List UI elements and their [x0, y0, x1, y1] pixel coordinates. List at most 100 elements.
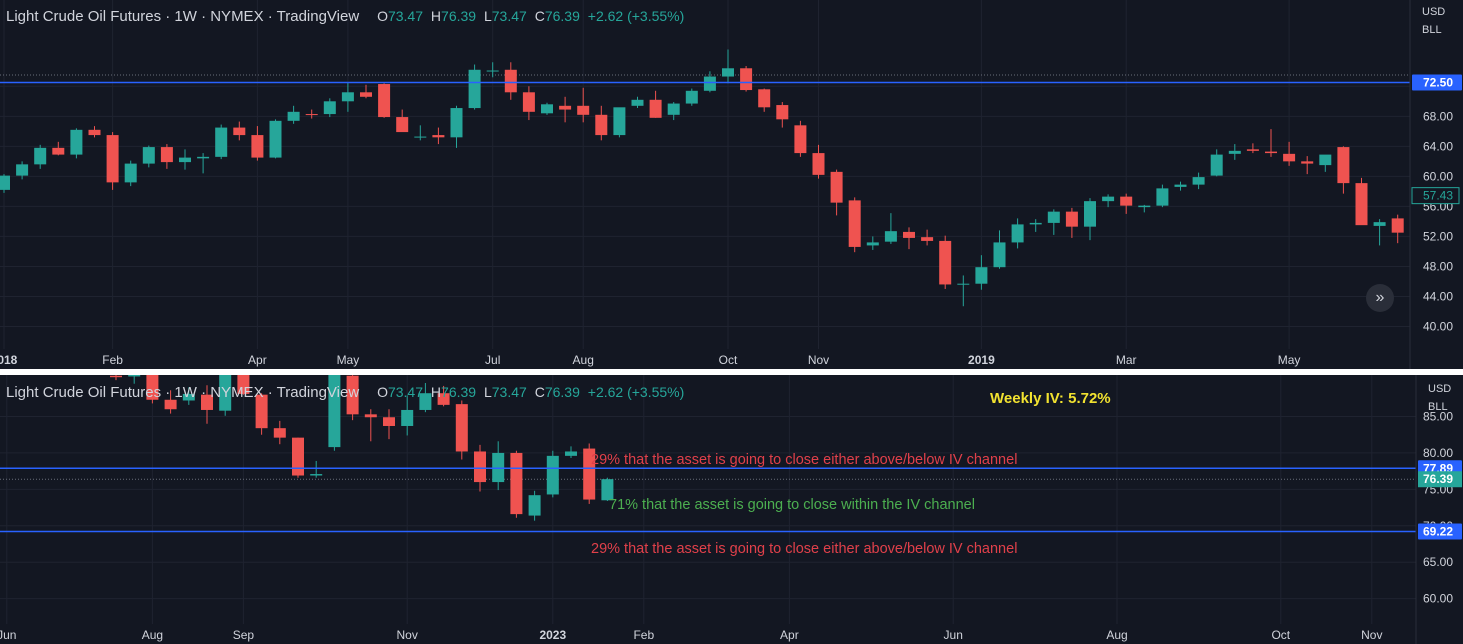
candle: [794, 120, 807, 157]
symbol-title[interactable]: Light Crude Oil Futures · 1W · NYMEX · T…: [6, 384, 360, 401]
candle: [364, 409, 377, 442]
candle-body: [583, 448, 596, 500]
candle: [432, 127, 445, 145]
x-tick-label: Oct: [719, 353, 738, 367]
candle-body: [1084, 201, 1096, 227]
symbol-legend-bottom: Light Crude Oil Futures · 1W · NYMEX · T…: [6, 384, 684, 401]
candle: [740, 66, 753, 92]
x-tick-label: May: [337, 353, 360, 367]
candle: [201, 385, 213, 424]
candle: [583, 443, 596, 504]
iv-within-probability-text: 71% that the asset is going to close wit…: [609, 497, 975, 513]
close-label: C: [534, 8, 545, 24]
y-tick-label: 60.00: [1423, 592, 1453, 606]
candle: [1120, 193, 1133, 214]
candle-body: [866, 242, 879, 246]
candle-body: [1246, 149, 1259, 151]
candle-body: [468, 69, 481, 109]
candle: [486, 62, 499, 78]
candle: [310, 460, 323, 478]
y-tick-label: 80.00: [1423, 446, 1453, 460]
candle-body: [360, 92, 372, 97]
candle: [106, 132, 119, 190]
candle: [884, 213, 897, 244]
candle-body: [722, 68, 734, 77]
candle: [601, 477, 614, 502]
y-tick-label: 68.00: [1423, 109, 1453, 123]
candle-body: [146, 375, 159, 400]
candle-body: [0, 175, 10, 190]
candle: [455, 400, 468, 460]
y-tick-label: 60.00: [1423, 169, 1453, 183]
candle: [360, 84, 372, 99]
candle: [1337, 146, 1350, 194]
scroll-to-realtime-button[interactable]: »: [1366, 284, 1394, 312]
candle-body: [957, 283, 970, 285]
x-tick-label: Feb: [633, 628, 654, 642]
candle: [1192, 172, 1205, 190]
candle-body: [269, 120, 282, 158]
x-tick-label: Nov: [1361, 628, 1382, 642]
close-value: 76.39: [544, 384, 580, 400]
candlestick-chart-top[interactable]: 40.0044.0048.0052.0056.0060.0064.0068.00…: [0, 0, 1463, 369]
candle-body: [939, 240, 952, 285]
candle-body: [1120, 196, 1133, 206]
candle: [414, 125, 427, 141]
level-price-badge: [1412, 74, 1462, 91]
candle: [993, 230, 1006, 269]
candle: [848, 197, 861, 253]
x-tick-label: Nov: [808, 353, 829, 367]
candle-body: [703, 76, 716, 91]
candle-body: [1355, 183, 1368, 226]
candle: [419, 383, 432, 413]
chart-panel-bottom[interactable]: 60.0065.0070.0075.0080.0085.0077.8969.22…: [0, 375, 1463, 644]
candle: [1283, 141, 1296, 166]
candle-body: [541, 104, 553, 114]
open-label: O: [377, 384, 388, 400]
y-tick-label: 64.00: [1423, 139, 1453, 153]
candle: [939, 235, 952, 289]
grid-lines: [0, 0, 1410, 349]
low-label: L: [483, 8, 492, 24]
candle: [219, 375, 232, 416]
candle: [468, 64, 481, 110]
candle: [70, 128, 83, 159]
candle: [323, 98, 336, 118]
panel-divider[interactable]: [0, 369, 1463, 375]
candle-body: [219, 375, 232, 411]
candle-body: [812, 153, 825, 175]
candle: [146, 375, 159, 404]
candle: [182, 387, 195, 405]
candle: [233, 121, 246, 141]
candle-body: [758, 89, 771, 108]
currency-label-top[interactable]: USD BLL: [1422, 3, 1445, 39]
last-price-label: 57.43: [1423, 189, 1453, 203]
candle: [328, 375, 341, 451]
candle-body: [88, 129, 101, 136]
candle: [396, 109, 409, 133]
chart-panel-top[interactable]: 40.00 44.00 48.00 52.00 56.00 60.00 64.00 68.00…: [0, 0, 1463, 369]
candle: [1319, 154, 1332, 172]
candle-body: [237, 375, 250, 394]
candle: [34, 144, 47, 169]
candle-body: [921, 237, 934, 241]
currency-label-bottom[interactable]: USD BLL: [1428, 380, 1451, 416]
candle-body: [341, 92, 354, 102]
low-value: 73.47: [491, 384, 527, 400]
candle-body: [364, 414, 377, 418]
symbol-title[interactable]: Light Crude Oil Futures · 1W · NYMEX · T…: [6, 8, 360, 25]
candle: [613, 107, 626, 138]
last-price-badge: [1411, 187, 1460, 205]
candle-body: [142, 147, 155, 164]
candle-body: [848, 200, 861, 247]
x-tick-label: May: [1278, 353, 1301, 367]
candle: [776, 102, 789, 128]
candle-body: [1319, 154, 1332, 166]
x-tick-label: Aug: [573, 353, 594, 367]
candle: [1228, 144, 1241, 160]
close-value: 76.39: [544, 8, 580, 24]
y-tick-label: 48.00: [1423, 259, 1453, 273]
candlestick-chart-bottom[interactable]: 60.0065.0070.0075.0080.0085.0077.8969.22…: [0, 375, 1463, 644]
double-chevron-right-icon: »: [1375, 289, 1385, 306]
candle-body: [1301, 161, 1314, 164]
